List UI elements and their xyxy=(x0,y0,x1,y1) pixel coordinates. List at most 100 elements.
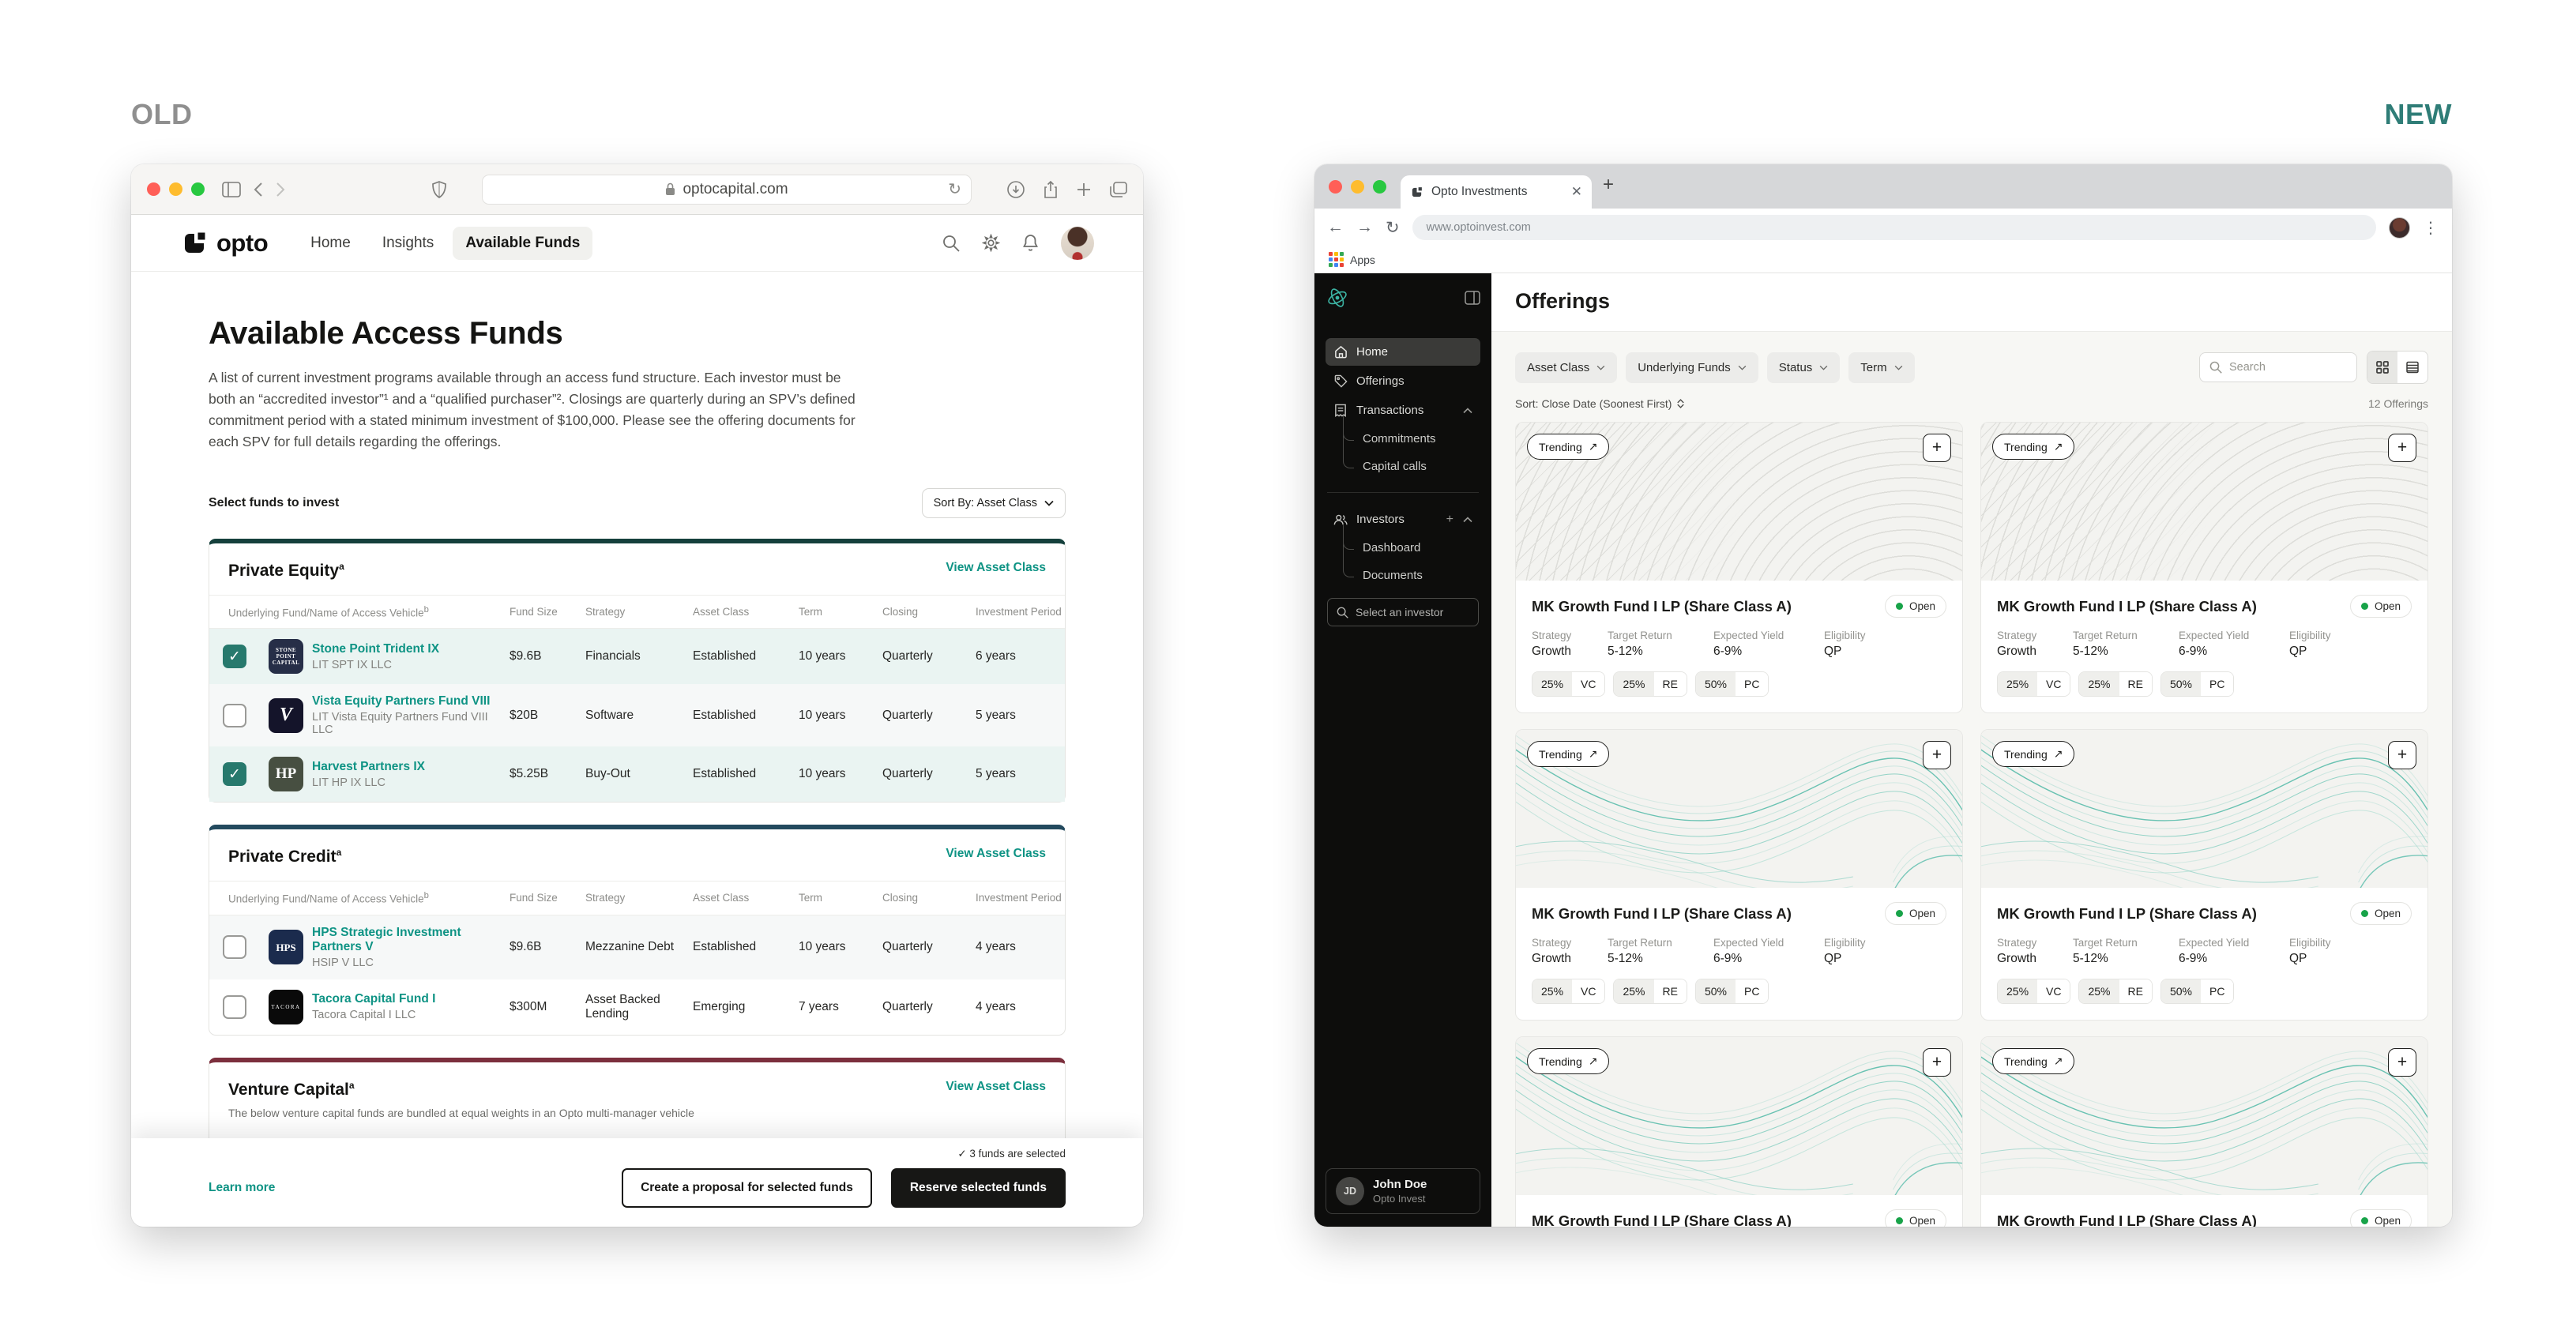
new-tab-button[interactable]: + xyxy=(1603,174,1615,195)
list-view-button[interactable] xyxy=(2397,351,2427,383)
row-checkbox[interactable] xyxy=(223,994,246,1019)
fund-name-link[interactable]: Tacora Capital Fund I xyxy=(312,992,436,1006)
view-asset-class-link[interactable]: View Asset Class xyxy=(946,560,1046,574)
add-offering-button[interactable]: + xyxy=(2388,741,2416,769)
trending-badge[interactable]: Trending ↗ xyxy=(1992,741,2075,767)
address-bar[interactable]: optocapital.com ↻ xyxy=(482,174,972,205)
trending-badge[interactable]: Trending ↗ xyxy=(1527,1048,1610,1074)
search-input[interactable]: Search xyxy=(2199,352,2357,382)
filter-term[interactable]: Term xyxy=(1848,351,1915,383)
forward-button[interactable] xyxy=(276,182,285,197)
nav-home[interactable]: Home xyxy=(310,234,351,251)
user-avatar[interactable] xyxy=(1061,226,1094,260)
table-row[interactable]: TACORA Tacora Capital Fund I Tacora Capit… xyxy=(209,979,1065,1035)
trending-badge[interactable]: Trending ↗ xyxy=(1992,1048,2075,1074)
sidebar-item-commitments[interactable]: Commitments xyxy=(1326,416,1480,455)
close-window-button[interactable] xyxy=(1329,180,1342,194)
fund-name-link[interactable]: Vista Equity Partners Fund VIII xyxy=(312,694,491,708)
trending-badge[interactable]: Trending ↗ xyxy=(1992,434,2075,460)
collapse-sidebar-icon[interactable] xyxy=(1465,291,1480,305)
trending-badge[interactable]: Trending ↗ xyxy=(1527,434,1610,460)
forward-button[interactable]: → xyxy=(1356,217,1373,236)
back-button[interactable]: ← xyxy=(1327,217,1344,236)
fund-name-link[interactable]: Harvest Partners IX xyxy=(312,759,426,773)
offering-title[interactable]: MK Growth Fund I LP (Share Class A) xyxy=(1532,597,1792,615)
apps-grid-icon[interactable] xyxy=(1329,252,1344,267)
traffic-lights[interactable] xyxy=(147,182,205,196)
reserve-funds-button[interactable]: Reserve selected funds xyxy=(890,1168,1066,1208)
chevron-up-icon[interactable] xyxy=(1463,516,1472,523)
gear-icon[interactable] xyxy=(982,234,1000,252)
browser-profile-avatar[interactable] xyxy=(2389,216,2410,239)
add-investor-icon[interactable]: + xyxy=(1446,512,1453,526)
filter-asset-class[interactable]: Asset Class xyxy=(1515,351,1618,383)
sidebar-item-documents[interactable]: Documents xyxy=(1326,553,1480,588)
offering-card[interactable]: Trending ↗ + MK Growth Fund I LP (Share … xyxy=(1515,729,1963,1021)
search-icon[interactable] xyxy=(942,235,960,252)
sidebar-item-offerings[interactable]: Offerings xyxy=(1326,367,1480,395)
sidebar-user-card[interactable]: JD John Doe Opto Invest xyxy=(1326,1168,1480,1214)
offering-card[interactable]: Trending ↗ + MK Growth Fund I LP (Share … xyxy=(1980,422,2428,713)
tab-overview-icon[interactable] xyxy=(1110,181,1127,197)
sidebar-item-investors[interactable]: Investors + xyxy=(1326,506,1480,533)
sort-direction-icon[interactable] xyxy=(1677,399,1685,408)
view-asset-class-link[interactable]: View Asset Class xyxy=(946,847,1046,860)
back-button[interactable] xyxy=(254,182,263,197)
offering-title[interactable]: MK Growth Fund I LP (Share Class A) xyxy=(1997,597,2257,615)
table-row[interactable]: ✓ STONE POINT CAPITAL Stone Point Triden… xyxy=(209,629,1065,684)
add-offering-button[interactable]: + xyxy=(2388,1048,2416,1077)
traffic-lights[interactable] xyxy=(1329,180,1386,194)
opto-logo[interactable]: opto xyxy=(180,229,269,258)
offering-title[interactable]: MK Growth Fund I LP (Share Class A) xyxy=(1997,1212,2257,1227)
sidebar-item-home[interactable]: Home xyxy=(1326,338,1480,366)
reload-icon[interactable]: ↻ xyxy=(948,181,961,198)
add-offering-button[interactable]: + xyxy=(1923,741,1951,769)
offering-title[interactable]: MK Growth Fund I LP (Share Class A) xyxy=(1997,904,2257,922)
sidebar-item-dashboard[interactable]: Dashboard xyxy=(1326,525,1480,564)
fund-name-link[interactable]: Stone Point Trident IX xyxy=(312,641,440,656)
close-tab-icon[interactable]: ✕ xyxy=(1570,184,1582,199)
privacy-shield-icon[interactable] xyxy=(432,180,446,198)
select-investor-search[interactable]: Select an investor xyxy=(1327,598,1479,626)
grid-view-button[interactable] xyxy=(2367,351,2397,383)
fund-name-link[interactable]: HPS Strategic Investment Partners V xyxy=(312,925,461,953)
browser-menu-icon[interactable]: ⋮ xyxy=(2423,219,2439,237)
create-proposal-button[interactable]: Create a proposal for selected funds xyxy=(622,1168,872,1208)
table-row[interactable]: HPS HPS Strategic Investment Partners V H… xyxy=(209,915,1065,979)
bell-icon[interactable] xyxy=(1022,234,1039,252)
add-offering-button[interactable]: + xyxy=(2388,434,2416,462)
sidebar-item-capital-calls[interactable]: Capital calls xyxy=(1326,444,1480,479)
apps-label[interactable]: Apps xyxy=(1350,253,1375,266)
add-offering-button[interactable]: + xyxy=(1923,434,1951,462)
sidebar-toggle-icon[interactable] xyxy=(222,181,241,197)
nav-available-funds[interactable]: Available Funds xyxy=(453,226,593,260)
offering-card[interactable]: Trending ↗ + MK Growth Fund I LP (Share … xyxy=(1515,1036,1963,1227)
zoom-window-button[interactable] xyxy=(191,182,205,196)
table-row[interactable]: ✓ HP Harvest Partners IX LIT HP IX LLC $5… xyxy=(209,746,1065,802)
learn-more-link[interactable]: Learn more xyxy=(209,1181,276,1194)
filter-status[interactable]: Status xyxy=(1766,351,1841,383)
close-window-button[interactable] xyxy=(147,182,160,196)
filter-underlying-funds[interactable]: Underlying Funds xyxy=(1626,351,1758,383)
trending-badge[interactable]: Trending ↗ xyxy=(1527,741,1610,767)
offering-card[interactable]: Trending ↗ + MK Growth Fund I LP (Share … xyxy=(1515,422,1963,713)
sort-by-dropdown[interactable]: Sort By: Asset Class xyxy=(921,487,1066,518)
row-checkbox[interactable] xyxy=(223,703,246,727)
sort-label[interactable]: Sort: Close Date (Soonest First) xyxy=(1515,397,1672,410)
browser-tab[interactable]: Opto Investments ✕ xyxy=(1401,175,1592,209)
downloads-icon[interactable] xyxy=(1007,180,1025,198)
zoom-window-button[interactable] xyxy=(1373,180,1386,194)
add-offering-button[interactable]: + xyxy=(1923,1048,1951,1077)
offering-card[interactable]: Trending ↗ + MK Growth Fund I LP (Share … xyxy=(1980,729,2428,1021)
reload-button[interactable]: ↻ xyxy=(1386,218,1400,237)
sidebar-item-transactions[interactable]: Transactions xyxy=(1326,397,1480,424)
address-bar[interactable]: www.optoinvest.com xyxy=(1412,215,2376,240)
table-row[interactable]: V Vista Equity Partners Fund VIII LIT Vis… xyxy=(209,684,1065,746)
view-asset-class-link[interactable]: View Asset Class xyxy=(946,1079,1046,1093)
minimize-window-button[interactable] xyxy=(169,182,182,196)
row-checkbox[interactable] xyxy=(223,935,246,959)
new-tab-icon[interactable] xyxy=(1077,182,1091,197)
minimize-window-button[interactable] xyxy=(1351,180,1364,194)
share-icon[interactable] xyxy=(1044,180,1058,198)
chevron-up-icon[interactable] xyxy=(1463,407,1472,414)
